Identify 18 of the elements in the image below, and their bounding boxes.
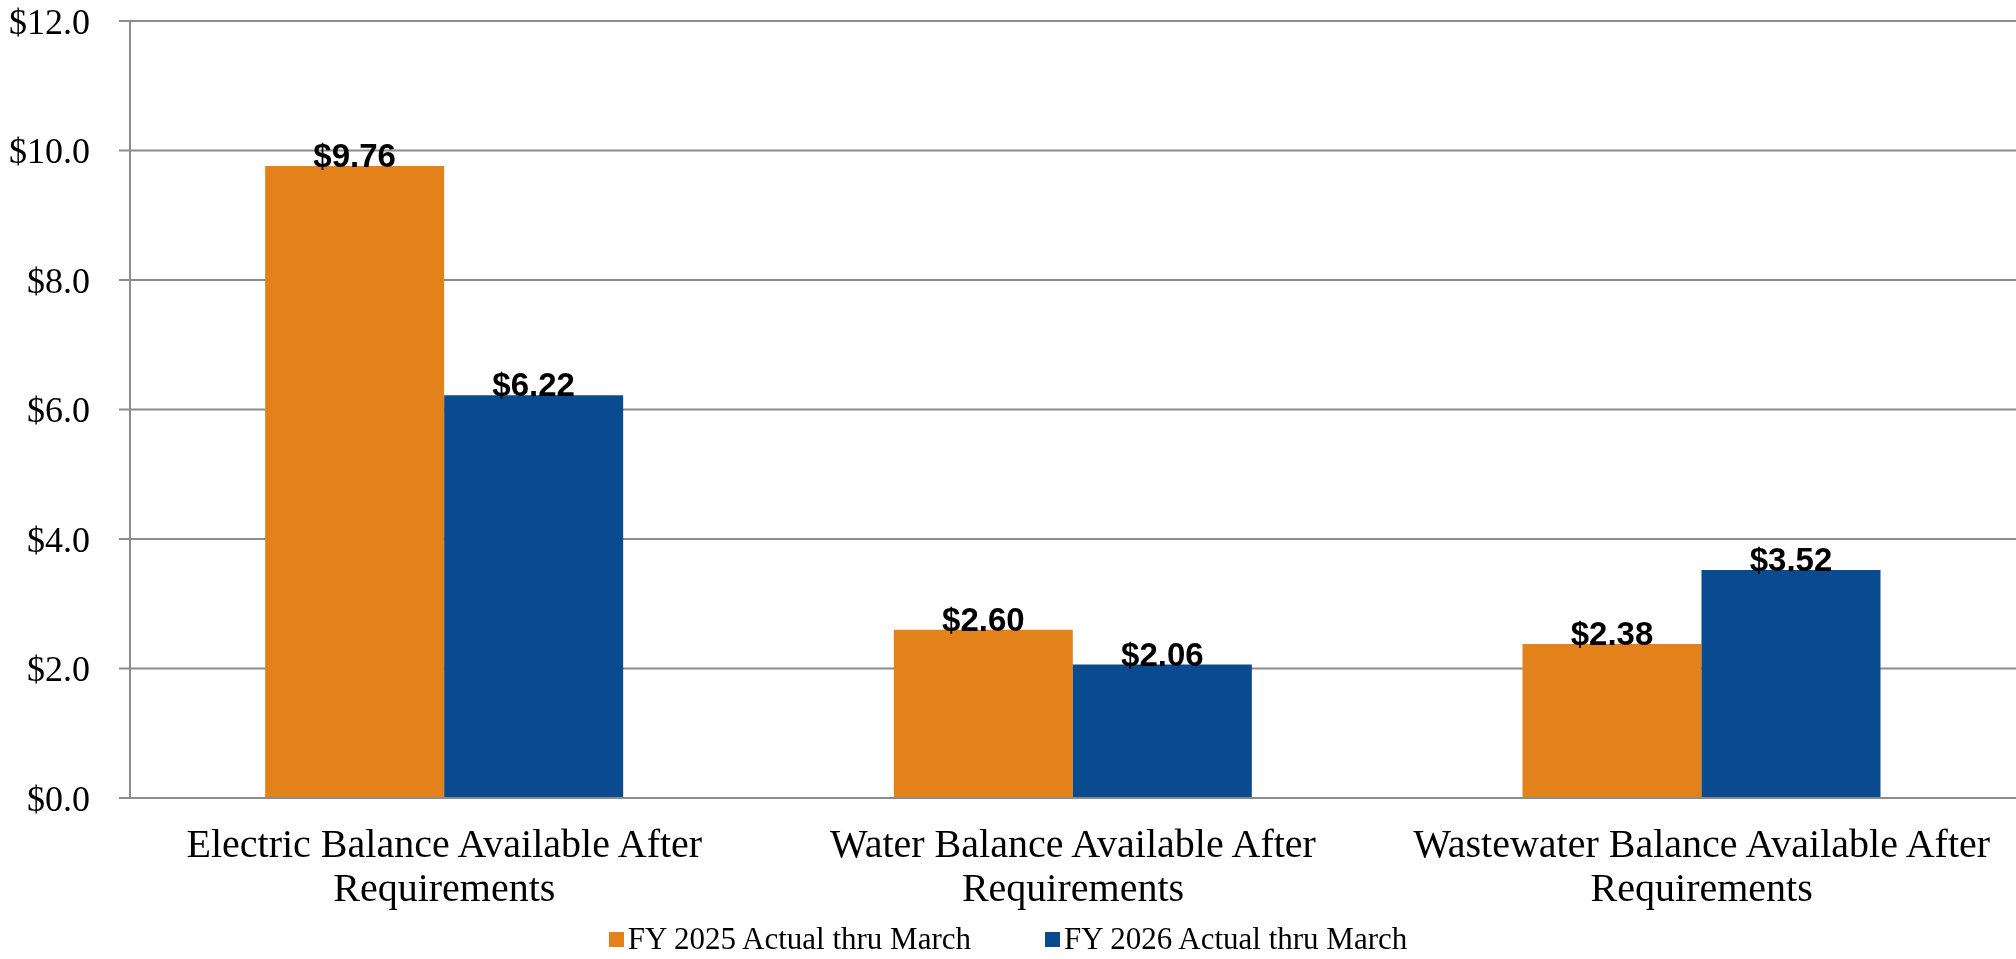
y-tick-label: $6.0: [27, 390, 90, 431]
y-tick-label: $10.0: [9, 131, 90, 172]
x-tick-label: Water Balance Available After Requirements: [830, 821, 1316, 911]
data-label: $6.22: [492, 366, 575, 404]
y-tick-label: $4.0: [27, 519, 90, 560]
data-label: $9.76: [313, 137, 396, 175]
x-tick-label: Electric Balance Available After Requirements: [186, 821, 703, 911]
y-tick-label: $0.0: [27, 778, 90, 819]
legend-label: FY 2025 Actual thru March: [627, 921, 971, 957]
data-label: $3.52: [1749, 541, 1833, 579]
legend-label: FY 2026 Actual thru March: [1064, 921, 1408, 957]
data-label: $2.60: [942, 600, 1025, 638]
y-tick-label: $8.0: [27, 260, 90, 301]
y-tick-label: $12.0: [9, 1, 90, 42]
y-tick-label: $2.0: [27, 649, 90, 690]
x-tick-label: Wastewater Balance Available After Requirements: [1413, 821, 1991, 911]
data-label: $2.06: [1121, 635, 1204, 673]
data-label: $2.38: [1570, 614, 1654, 652]
